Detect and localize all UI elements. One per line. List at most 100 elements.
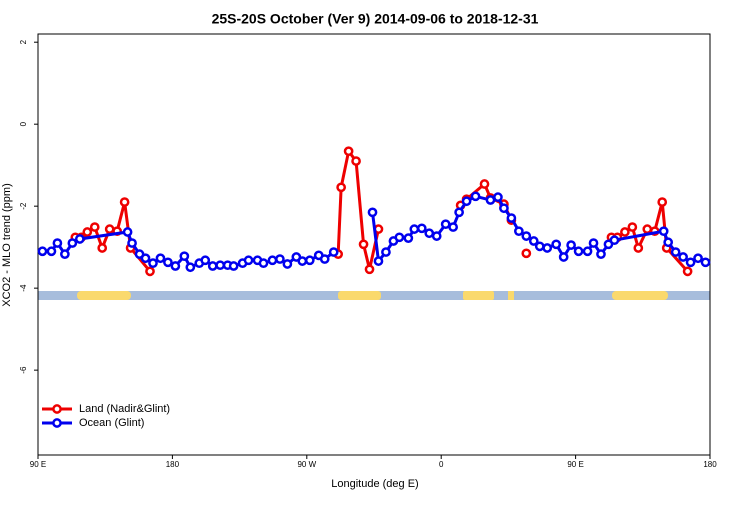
data-point: [558, 252, 569, 262]
data-point: [60, 249, 70, 259]
data-point: [275, 254, 285, 264]
data-point: [207, 261, 218, 271]
data-point: [185, 262, 196, 273]
data-point: [657, 197, 668, 207]
data-point: [179, 251, 190, 262]
data-point: [627, 222, 638, 232]
data-point: [267, 255, 278, 266]
data-point: [461, 196, 472, 207]
data-point: [528, 236, 539, 246]
data-point: [37, 246, 48, 257]
data-point: [542, 243, 553, 253]
data-point: [416, 223, 427, 234]
data-point: [215, 260, 226, 271]
data-point: [394, 232, 405, 243]
data-point: [485, 195, 496, 205]
data-point: [155, 253, 166, 264]
data-point: [297, 256, 308, 266]
y-tick-label: -6: [19, 366, 28, 374]
x-tick-label: 90 E: [567, 460, 583, 469]
data-point: [454, 207, 464, 218]
data-point: [685, 257, 696, 268]
data-point: [551, 239, 562, 250]
legend-marker: [52, 418, 62, 428]
data-point: [506, 213, 517, 223]
data-point: [200, 255, 211, 266]
data-point: [521, 231, 532, 241]
data-point: [663, 237, 674, 248]
data-point: [119, 197, 130, 207]
data-point: [343, 146, 354, 157]
data-point: [700, 257, 711, 268]
data-point: [304, 255, 315, 266]
data-point: [493, 192, 503, 203]
land-band: [612, 291, 668, 300]
data-point: [582, 246, 593, 257]
data-point: [448, 222, 458, 232]
data-point: [82, 227, 93, 237]
y-tick-label: -2: [19, 202, 28, 210]
land-band: [338, 291, 381, 300]
data-point: [243, 255, 254, 266]
data-point: [170, 261, 181, 271]
data-point: [358, 239, 369, 250]
data-point: [642, 224, 653, 234]
data-point: [596, 249, 606, 259]
data-point: [424, 228, 435, 239]
data-point: [367, 207, 378, 218]
data-point: [403, 233, 414, 243]
legend-marker: [52, 404, 62, 414]
data-point: [620, 227, 630, 237]
data-point: [682, 266, 693, 277]
x-axis-label: Longitude (deg E): [331, 478, 418, 490]
data-point: [336, 182, 346, 193]
x-tick-label: 90 E: [30, 460, 46, 469]
x-tick-label: 90 W: [297, 460, 316, 469]
legend-label: Land (Nadir&Glint): [79, 403, 170, 415]
chart-title: 25S-20S October (Ver 9) 2014-09-06 to 20…: [212, 11, 539, 27]
data-point: [470, 191, 481, 202]
data-point: [122, 227, 133, 237]
data-point: [373, 256, 384, 266]
land-ocean-band: [38, 291, 710, 300]
data-point: [693, 253, 703, 264]
data-point: [67, 238, 78, 248]
x-tick-label: 0: [439, 460, 444, 469]
plot-frame: [37, 33, 711, 456]
data-point: [566, 240, 576, 250]
data-point: [228, 261, 239, 271]
y-tick-label: 2: [19, 39, 28, 44]
data-point: [89, 222, 100, 232]
data-point: [633, 243, 644, 253]
data-point: [658, 226, 669, 237]
data-point: [479, 179, 490, 189]
data-point: [670, 247, 681, 257]
data-point: [499, 203, 509, 214]
data-point: [46, 246, 57, 257]
data-point: [678, 252, 688, 262]
data-point: [431, 231, 442, 241]
data-point: [573, 246, 584, 257]
y-tick-label: 0: [19, 121, 28, 126]
y-axis-label: XCO2 - MLO trend (ppm): [1, 183, 13, 306]
data-point: [104, 224, 115, 234]
data-point: [609, 235, 620, 246]
data-point: [440, 219, 451, 230]
data-point: [163, 257, 173, 268]
data-point: [140, 253, 151, 264]
y-tick-label: -4: [19, 284, 28, 292]
data-point: [381, 247, 391, 257]
data-point: [521, 248, 532, 259]
legend-label: Ocean (Glint): [79, 417, 144, 429]
data-point: [351, 156, 361, 166]
data-point: [364, 264, 375, 275]
data-point: [148, 258, 158, 269]
x-tick-label: 180: [166, 460, 180, 469]
data-point: [97, 243, 108, 253]
data-point: [282, 259, 293, 269]
data-point: [319, 254, 330, 264]
data-point: [52, 238, 63, 248]
land-band: [508, 291, 514, 300]
